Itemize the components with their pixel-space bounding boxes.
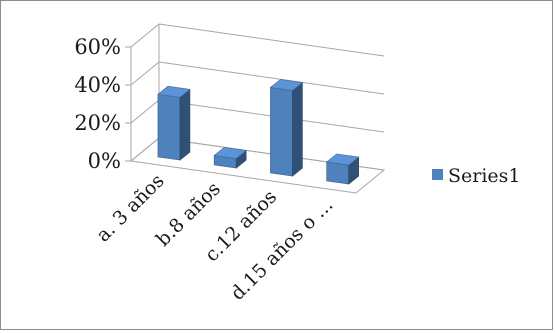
- bar: [213, 147, 247, 169]
- legend-label: Series1: [448, 165, 521, 187]
- legend: Series1: [432, 165, 521, 187]
- gridline: [158, 23, 385, 57]
- bar-side: [292, 81, 303, 177]
- y-axis-ticks: 0% 20% 40% 60%: [74, 35, 131, 173]
- bar: [157, 85, 191, 161]
- legend-swatch: [432, 169, 443, 180]
- gridline-side: [130, 137, 160, 162]
- y-tick-label: 40%: [74, 73, 121, 97]
- bar-top: [157, 85, 191, 98]
- bar: [325, 153, 360, 185]
- bar-front: [326, 161, 349, 185]
- gridline: [158, 61, 385, 95]
- y-tick-label: 0%: [88, 149, 121, 173]
- bar: [269, 79, 304, 177]
- bar-top: [325, 153, 360, 166]
- gridline-side: [130, 23, 160, 48]
- bar-top: [269, 79, 304, 91]
- bars: [157, 79, 360, 185]
- y-tick-label: 60%: [74, 35, 121, 59]
- bar-front: [157, 93, 181, 161]
- gridline-side: [130, 99, 160, 124]
- bar-side: [179, 88, 191, 161]
- bar-top: [213, 147, 247, 159]
- y-tick-label: 20%: [74, 111, 121, 135]
- bar-front: [270, 87, 293, 177]
- gridline-side: [130, 61, 160, 86]
